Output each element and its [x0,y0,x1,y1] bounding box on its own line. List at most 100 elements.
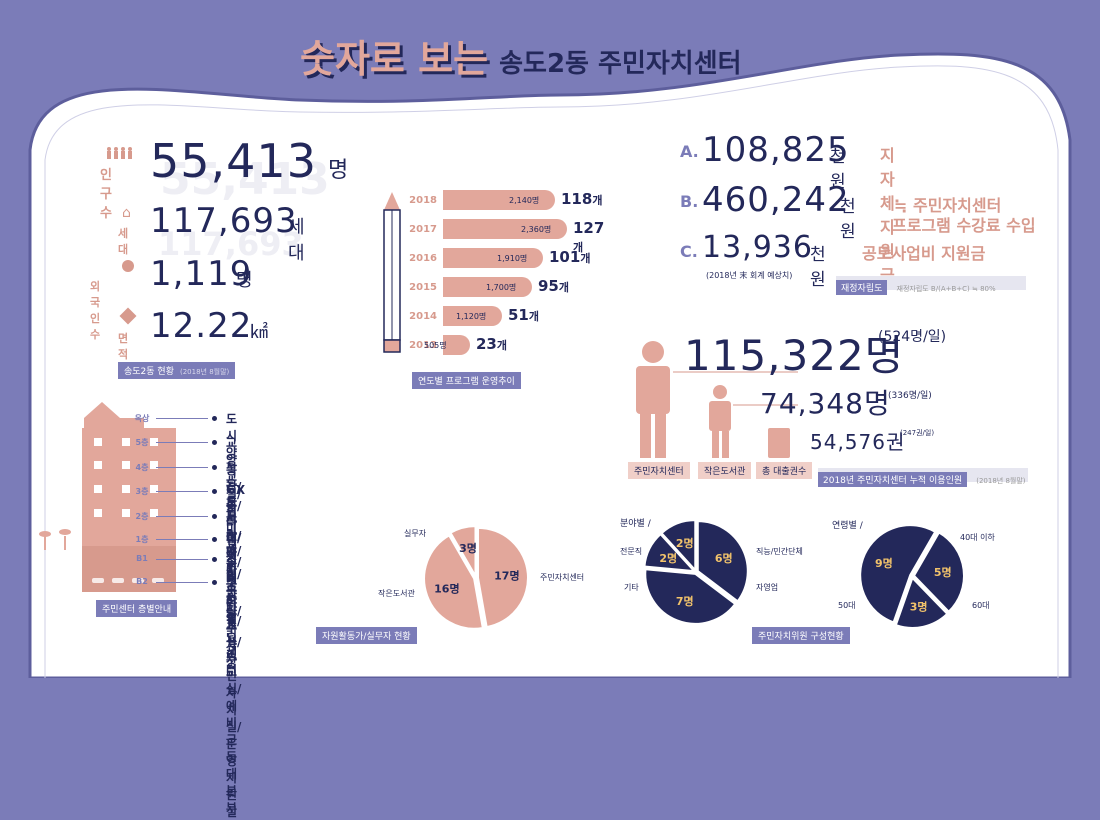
title-main: 숫자로 보는 [300,37,489,81]
floor-bullet [212,580,217,585]
floor-facilities: 북카페/외국어열린센터 [226,510,242,677]
program-bar [443,190,555,210]
floors-caption: 주민센터 층별안내 [96,600,178,617]
title-sub: 송도2동 주민자치센터 [499,49,742,79]
program-unit: 개 [558,281,569,294]
usage-caption: 2018년 주민자치센터 누적 이용인원 [818,472,968,487]
population-unit: 명 [328,158,349,183]
usage-caption-sub: (2018년 8월말) [976,477,1026,485]
page-title: 숫자로 보는 송도2동 주민자치센터 [300,28,742,83]
usage-library-label: 작은도서관 [698,462,752,479]
pie-slice [644,568,737,625]
usage-center-label: 주민자치센터 [628,462,690,479]
floor-bullet [212,416,217,421]
person-large-head [642,341,664,363]
floor-leader-line [156,516,208,517]
pie-slice-value: 16명 [434,582,459,596]
floor-leader-line [156,418,208,419]
program-unit: 개 [528,310,539,323]
pie-slice-value: 2명 [659,551,677,565]
floor-bullet [212,489,217,494]
people-icon [107,147,132,159]
pencil-icon [383,192,401,353]
finance-a-letter: A. [680,142,699,161]
pie-slice [476,526,529,629]
pie-slice-value: 5명 [934,565,952,579]
program-count: 101개 [549,248,591,266]
pie-slice-value: 6명 [715,551,733,565]
usage-figures [636,341,798,458]
program-unit: 개 [496,339,507,352]
program-bar [443,219,567,239]
program-unit: 개 [592,194,603,207]
pie-slice-value: 9명 [875,556,893,570]
program-row: 2014 1,120명 51개 [405,306,605,328]
stats-caption-text: 송도2동 현황 [124,367,174,377]
foreigners-value: 1,119 [150,254,253,294]
program-row: 2017 2,360명 127개 [405,219,605,254]
households-label: 세대 [118,227,129,256]
program-unit: 개 [573,241,584,254]
finance-a-unit: 천원 [830,147,846,192]
finance-b-desc2: 프로그램 수강료 수입 [892,216,1036,235]
finance-c-desc: 공모사업비 지원금 [862,244,986,263]
field-label-job: 직능/민간단체 [756,547,803,556]
age-label-60: 60대 [972,601,990,610]
programs-chart: 2018 2,140명 118개 2017 2,360명 127개 2016 1,910명 10… [405,190,604,360]
finance-caption: 재정자립도 [836,280,888,295]
vol-label-library: 작은도서관 [378,589,415,598]
floor-label: 2층 [135,512,149,521]
floor-leader-line [156,559,208,560]
vol-label-staff: 실무자 [404,529,427,538]
program-unit: 개 [580,252,591,265]
program-bar [443,248,543,268]
finance-c-value: 13,936 [702,230,813,265]
finance-caption-bar: 재정자립도 재정자립도 B/(A+B+C) ≒ 80% [836,276,1026,295]
floor-label: B1 [136,554,148,563]
program-year: 2017 [409,224,437,235]
program-row: 2016 1,910명 101개 [405,248,605,270]
usage-books-value: 54,576권 [810,430,906,454]
pie-slice [660,519,697,573]
finance-a-value: 108,825 [702,130,850,170]
program-people: 2,360명 [521,225,552,234]
program-count: 118개 [561,190,603,208]
floor-leader-line [156,467,208,468]
population-ghost: 55,413 [160,154,330,205]
finance-b-value: 460,242 [702,180,850,220]
volunteers-pie: 17명 16명 3명 [423,525,529,630]
card-background [28,52,1072,678]
pie-slice [912,531,965,614]
program-count: 23개 [476,335,507,353]
households-unit: 세대 [288,217,305,264]
population-label: 인구수 [100,168,112,221]
households-value: 117,693 [150,201,298,241]
usage-books-sub: (247권/일) [900,429,935,437]
pie-slice [423,534,484,630]
usage-caption-bar: 2018년 주민자치센터 누적 이용인원 (2018년 8월말) [818,468,1028,487]
age-label-50: 50대 [838,601,856,610]
finance-b-unit: 천원 [840,197,856,242]
floor-label: 옥상 [134,414,150,423]
floor-facilities: 소리교실/주차장 [226,553,242,669]
pie-slice-value: 2명 [676,536,694,550]
households-ghost: 117,693 [158,225,304,263]
usage-center-value: 115,322명 [684,331,905,380]
population-value: 55,413 [150,134,317,188]
floor-label: 1층 [135,535,149,544]
volunteers-caption: 자원활동가/실무자 현황 [316,627,417,644]
age-label-40: 40대 이하 [960,533,995,542]
floor-label: 4층 [135,463,149,472]
area-unit: ㎢ [250,322,268,343]
pie-slice-value: 17명 [494,568,519,582]
program-people: 1,910명 [497,254,528,263]
floor-bullet [212,557,217,562]
program-bar [443,335,470,355]
floor-leader-line [156,491,208,492]
program-row: 2013 505명 23개 [405,335,605,357]
floor-label: 5층 [135,438,149,447]
program-people: 1,700명 [486,283,517,292]
age-title-text: 연령별 [832,521,857,531]
field-label-pro: 전문직 [620,547,643,556]
